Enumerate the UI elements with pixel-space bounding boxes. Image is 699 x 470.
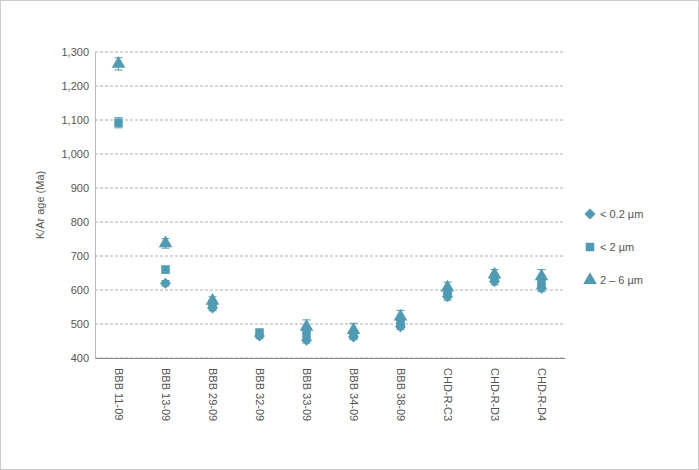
- x-tick-label: CHD-R-D3: [489, 368, 501, 421]
- y-tick: 900: [71, 182, 95, 194]
- x-tick-label: BBB 13-09: [160, 368, 172, 421]
- point: [394, 309, 408, 321]
- y-tick: 1,300: [61, 46, 95, 58]
- grid-line: [95, 86, 565, 87]
- x-tick: BBB 32-09: [254, 358, 266, 421]
- series: [114, 118, 545, 339]
- error-cap: [115, 117, 123, 118]
- y-axis: 400 500 600 700 800 900 1,000 1,100 1,200 1,300: [61, 46, 95, 364]
- point: [160, 278, 171, 289]
- error-cap: [538, 283, 546, 284]
- y-tick-label: 800: [71, 216, 89, 228]
- x-tick: BBB 13-09: [160, 358, 172, 421]
- point: [112, 56, 126, 68]
- error-bar: [115, 118, 123, 128]
- error-cap: [491, 279, 499, 280]
- y-tick-label: 1,200: [61, 80, 89, 92]
- point: [255, 328, 263, 336]
- legend-label: < 2 µm: [600, 241, 634, 253]
- point: [488, 267, 502, 279]
- grid-line: [95, 256, 565, 257]
- error-cap: [397, 322, 405, 323]
- grid-line: [95, 120, 565, 121]
- y-tick: 600: [71, 284, 95, 296]
- x-axis: BBB 11-09 BBB 13-09 BBB 29-09 BBB 32-09 BBB …: [96, 358, 566, 421]
- y-axis-line: [95, 53, 96, 359]
- y-tick-label: 600: [71, 284, 89, 296]
- y-tick: 700: [71, 250, 95, 262]
- error-cap: [115, 127, 123, 128]
- y-tick: 1,000: [61, 148, 95, 160]
- point: [535, 269, 549, 281]
- x-tick: BBB 34-09: [348, 358, 360, 421]
- legend-marker: [586, 243, 594, 251]
- x-tick: CHD-R-C3: [442, 358, 454, 421]
- y-tick: 1,100: [61, 114, 95, 126]
- point: [161, 265, 169, 273]
- y-tick-label: 700: [71, 250, 89, 262]
- x-axis-line: [96, 358, 566, 359]
- frame: [1, 1, 699, 470]
- grid-line: [95, 188, 565, 189]
- y-tick-label: 900: [71, 182, 89, 194]
- plot-area: [112, 56, 549, 346]
- legend: < 0.2 µm < 2 µm 2 – 6 µm: [583, 208, 643, 286]
- grid-line: [95, 154, 565, 155]
- x-tick-label: BBB 33-09: [301, 368, 313, 421]
- point: [300, 319, 314, 331]
- x-tick-label: BBB 11-09: [113, 368, 125, 420]
- error-bar: [162, 266, 170, 273]
- y-tick-label: 500: [71, 318, 89, 330]
- chart: 400 500 600 700 800 900 1,000 1,100 1,200 1,300 BB…: [0, 0, 699, 470]
- point: [114, 118, 122, 126]
- point: [395, 321, 406, 332]
- series: [160, 276, 547, 346]
- x-tick-label: BBB 29-09: [207, 368, 219, 421]
- y-tick: 1,200: [61, 80, 95, 92]
- y-tick-label: 400: [71, 352, 89, 364]
- legend-marker: [583, 272, 597, 284]
- point: [206, 293, 220, 305]
- series: [112, 56, 549, 337]
- x-tick: BBB 29-09: [207, 358, 219, 421]
- grid-line: [95, 324, 565, 325]
- x-tick: BBB 11-09: [113, 358, 125, 420]
- legend-label: < 0.2 µm: [600, 208, 643, 220]
- x-tick: BBB 38-09: [395, 358, 407, 421]
- y-tick: 400: [71, 352, 95, 364]
- point: [347, 322, 361, 334]
- y-tick: 500: [71, 318, 95, 330]
- x-tick-label: BBB 34-09: [348, 368, 360, 421]
- x-tick: CHD-R-D4: [536, 358, 548, 421]
- grid-line: [95, 358, 565, 359]
- legend-label: 2 – 6 µm: [600, 274, 643, 286]
- point: [442, 291, 453, 302]
- y-tick-label: 1,300: [61, 46, 89, 58]
- x-tick-label: CHD-R-C3: [442, 368, 454, 421]
- error-cap: [162, 248, 170, 249]
- error-cap: [115, 70, 123, 71]
- y-tick: 800: [71, 216, 95, 228]
- grid-line: [95, 290, 565, 291]
- y-axis-title: K/Ar age (Ma): [34, 171, 46, 239]
- x-tick-label: BBB 32-09: [254, 368, 266, 421]
- x-tick: BBB 33-09: [301, 358, 313, 421]
- y-tick-label: 1,000: [61, 148, 89, 160]
- x-tick-label: BBB 38-09: [395, 368, 407, 421]
- grid: [95, 52, 565, 358]
- error-cap: [444, 293, 452, 294]
- error-cap: [350, 336, 358, 337]
- grid-line: [95, 52, 565, 53]
- point: [441, 280, 455, 292]
- legend-marker: [585, 209, 596, 220]
- point: [159, 236, 173, 248]
- x-tick: CHD-R-D3: [489, 358, 501, 421]
- x-tick-label: CHD-R-D4: [536, 368, 548, 421]
- grid-line: [95, 222, 565, 223]
- error-cap: [303, 333, 311, 334]
- y-tick-label: 1,100: [61, 114, 89, 126]
